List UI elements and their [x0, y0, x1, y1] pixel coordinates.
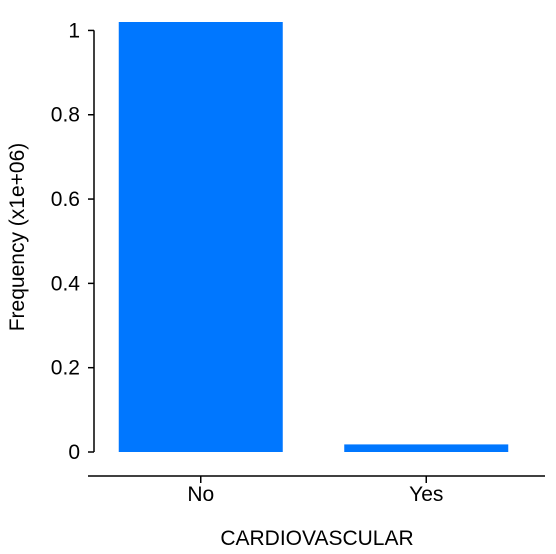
x-tick-label: No — [187, 483, 214, 506]
x-tick-label: Yes — [409, 483, 443, 506]
y-axis-title: Frequency (x1e+06) — [6, 143, 29, 332]
y-axis: 0 0.2 0.4 0.6 0.8 1 — [51, 19, 95, 464]
y-tick-label: 0.6 — [51, 188, 80, 211]
y-tick-label: 0 — [68, 441, 80, 464]
y-tick-label: 0.4 — [51, 272, 81, 295]
y-tick-label: 1 — [68, 19, 80, 42]
y-tick-label: 0.2 — [51, 357, 80, 380]
x-axis: No Yes — [88, 475, 545, 506]
y-tick-label: 0.8 — [51, 104, 80, 127]
x-axis-title: CARDIOVASCULAR — [220, 527, 413, 550]
bars-group — [118, 22, 509, 452]
bar-no — [118, 22, 283, 452]
bar-yes — [344, 444, 509, 452]
